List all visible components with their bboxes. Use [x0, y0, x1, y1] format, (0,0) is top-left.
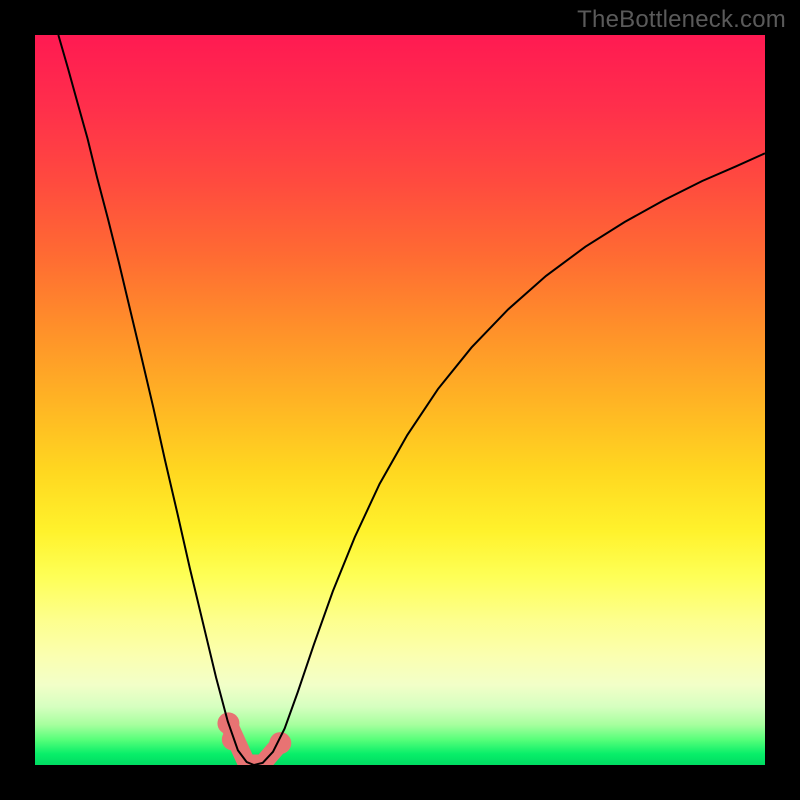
chart-svg	[35, 35, 765, 765]
outer-frame: TheBottleneck.com	[0, 0, 800, 800]
plot-area	[35, 35, 765, 765]
watermark-text: TheBottleneck.com	[577, 6, 786, 34]
gradient-background	[35, 35, 765, 765]
